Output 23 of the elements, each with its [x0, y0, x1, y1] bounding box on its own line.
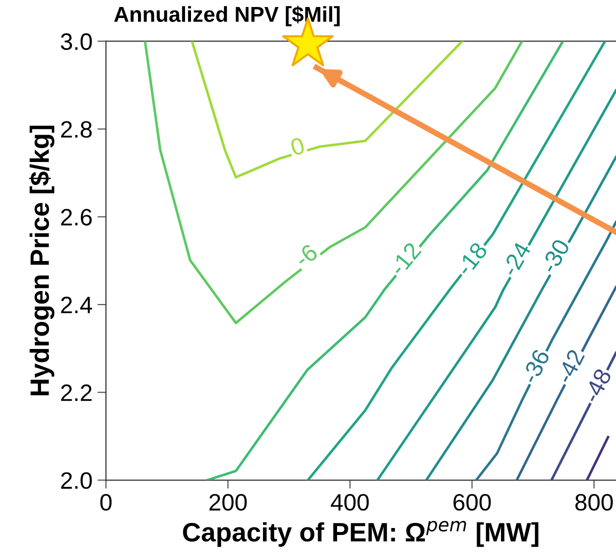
annotation: -42 — [555, 348, 585, 384]
y-tick-label: 2.6 — [61, 208, 92, 226]
annotation: -48 — [586, 368, 612, 402]
annotation: -30 — [540, 238, 570, 274]
annotation: -24 — [500, 240, 532, 278]
y-tick-label: 2.4 — [61, 296, 92, 314]
annotation: -36 — [520, 348, 550, 384]
y-axis-title: Hydrogen Price [$/kg] — [29, 126, 54, 396]
x-tick-label: 0 — [100, 494, 112, 511]
annotation: 0 — [290, 136, 306, 156]
annotation: -12 — [388, 241, 422, 276]
x-axis-title: Capacity of PEM: Ω$^{pem}$ [MW] — [183, 520, 538, 547]
x-tick-label: 400 — [330, 494, 369, 511]
y-tick-label: 2.0 — [61, 472, 92, 489]
y-tick-label: 2.2 — [61, 384, 92, 401]
annotation: -18 — [455, 241, 488, 277]
y-tick-label: 2.8 — [61, 121, 92, 138]
annotation: -6 — [293, 243, 319, 268]
y-tick-label: 3.0 — [60, 33, 92, 50]
x-tick-label: 800 — [575, 494, 613, 511]
chart-title: Annualized NPV [$Mil] — [114, 6, 340, 26]
x-tick-label: 600 — [454, 494, 491, 511]
x-tick-label: 200 — [209, 494, 247, 511]
